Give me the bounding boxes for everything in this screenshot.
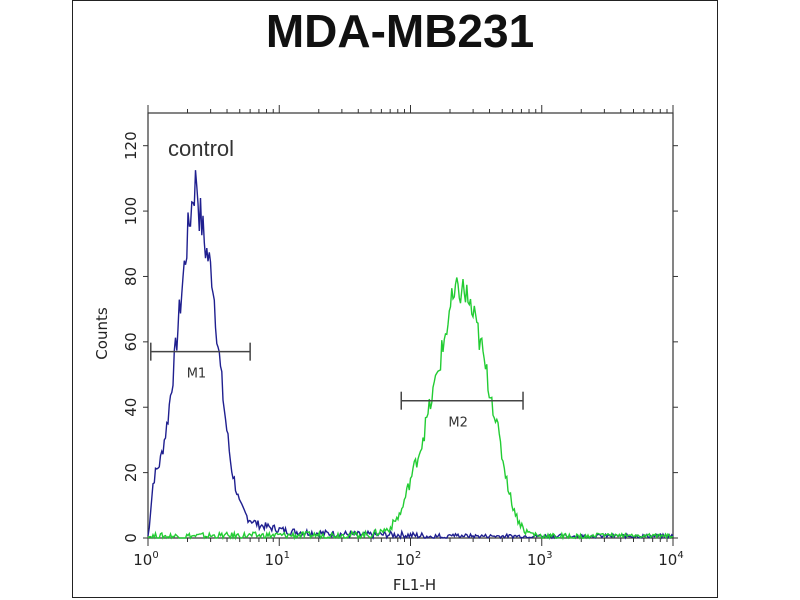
control-annotation: control xyxy=(168,136,234,161)
x-axis: 100 101 102 103 104 xyxy=(133,105,684,569)
marker-layer: M1 M2 xyxy=(150,342,524,431)
plot-area xyxy=(147,112,674,539)
y-tick-label: 60 xyxy=(122,332,140,351)
figure-frame xyxy=(72,0,718,598)
series-layer xyxy=(147,170,674,541)
y-tick-label: 120 xyxy=(122,131,140,160)
y-tick-label: 100 xyxy=(122,197,140,226)
y-axis: 0 20 40 60 80 100 120 xyxy=(122,131,678,543)
x-tick-label: 100 xyxy=(133,550,158,569)
y-tick-label: 80 xyxy=(122,267,140,286)
y-tick-label: 40 xyxy=(122,398,140,417)
x-tick-label: 103 xyxy=(527,550,552,569)
marker-label-m2: M2 xyxy=(448,416,468,431)
marker-label-m1: M1 xyxy=(187,367,207,382)
x-tick-label: 102 xyxy=(396,550,421,569)
x-tick-label: 104 xyxy=(658,550,683,569)
x-tick-label: 101 xyxy=(265,550,290,569)
chart-title: MDA-MB231 xyxy=(265,5,535,57)
x-axis-title: FL1-H xyxy=(393,576,436,594)
y-tick-label: 20 xyxy=(122,463,140,482)
histogram-series-2 xyxy=(147,277,674,541)
y-axis-title: Counts xyxy=(93,307,111,360)
y-tick-label: 0 xyxy=(122,533,140,543)
